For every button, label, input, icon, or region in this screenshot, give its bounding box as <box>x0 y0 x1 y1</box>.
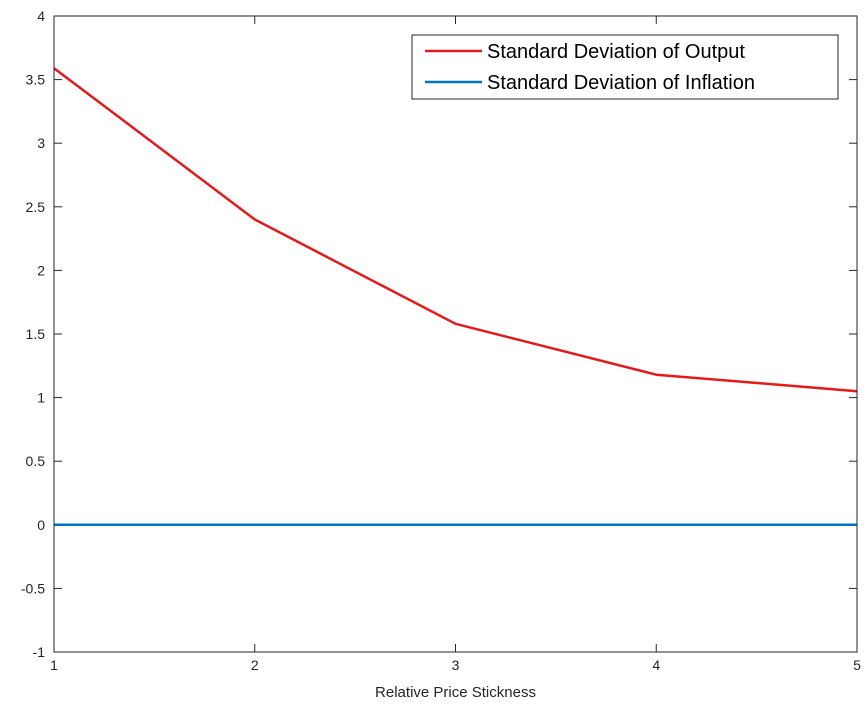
y-tick-label: -1 <box>33 644 46 660</box>
y-tick-label: 4 <box>37 8 45 24</box>
x-tick-label: 5 <box>853 657 861 673</box>
legend-label: Standard Deviation of Output <box>487 41 745 63</box>
x-tick-label: 4 <box>652 657 660 673</box>
legend-label: Standard Deviation of Inflation <box>487 72 755 94</box>
plot-area-background <box>54 16 857 652</box>
y-tick-label: 2 <box>37 262 45 278</box>
x-tick-label: 1 <box>50 657 58 673</box>
plot-area-frame <box>53 15 858 653</box>
y-tick-label: 1 <box>37 390 45 406</box>
x-tick-label: 2 <box>251 657 259 673</box>
y-tick-label: 1.5 <box>26 326 46 342</box>
y-tick-label: 0.5 <box>26 453 46 469</box>
y-tick-label: 0 <box>37 517 45 533</box>
series-line-output <box>53 67 858 393</box>
y-tick-label: 3 <box>37 135 45 151</box>
legend: Standard Deviation of Output Standard Dev… <box>411 34 839 100</box>
x-tick-label: 3 <box>452 657 460 673</box>
y-tick-label: 2.5 <box>26 199 46 215</box>
x-axis-title: Relative Price Stickness <box>375 684 536 701</box>
y-tick-label: 3.5 <box>26 72 46 88</box>
legend-box <box>411 34 839 100</box>
series-layer <box>53 67 858 527</box>
y-tick-label: -0.5 <box>21 580 45 596</box>
